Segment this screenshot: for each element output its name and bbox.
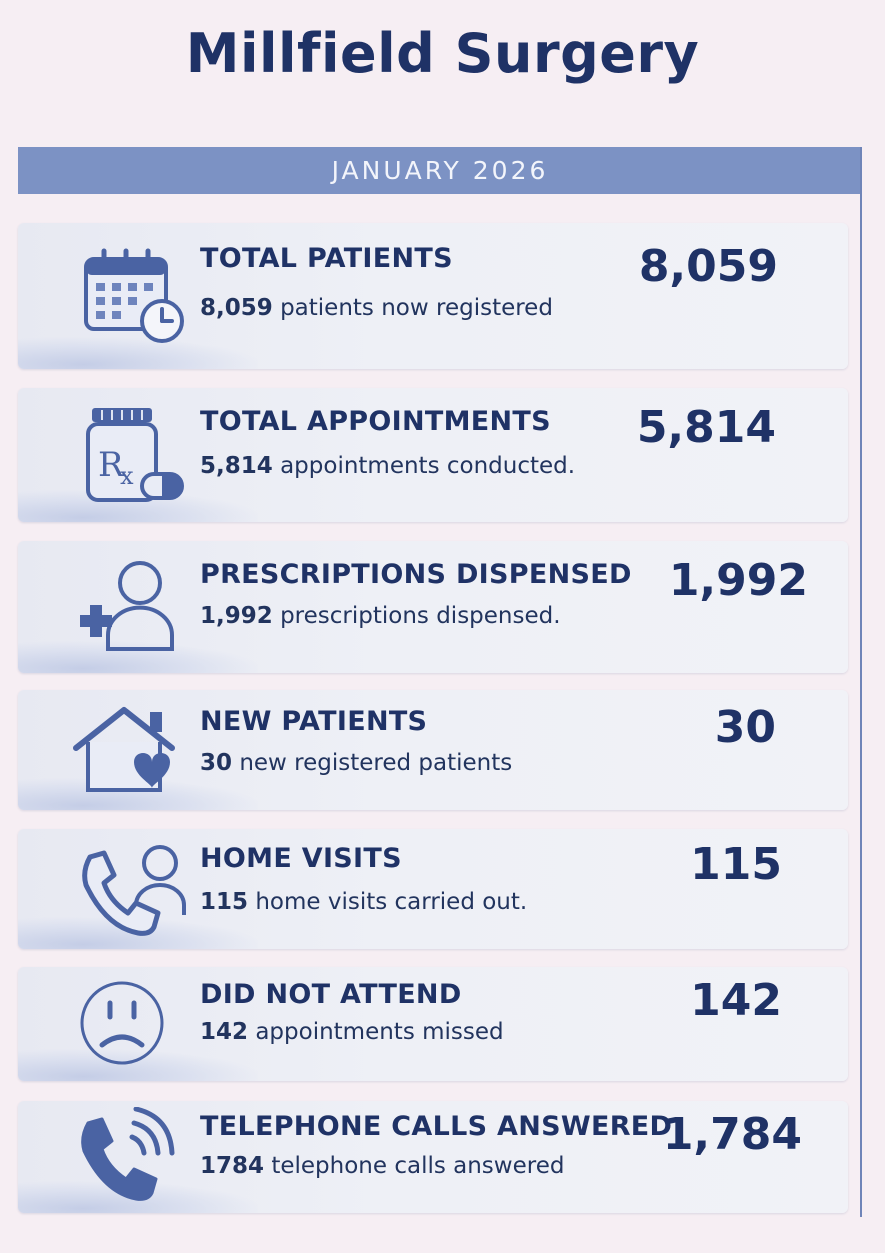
stat-description-value: 115 [200, 889, 249, 915]
home-heart-icon [68, 700, 188, 800]
phone-ringing-icon [68, 1106, 188, 1207]
stat-description-text: prescriptions dispensed. [272, 603, 561, 629]
stat-description: 8,059 patients now registered [200, 295, 553, 321]
stat-description-value: 5,814 [200, 453, 273, 479]
stat-value: 1,784 [662, 1109, 802, 1160]
stat-description: 5,814 appointments conducted. [200, 453, 575, 479]
stat-description: 115 home visits carried out. [200, 889, 527, 915]
patient-plus-icon [68, 555, 188, 655]
stat-label: HOME VISITS [200, 843, 402, 874]
stat-label: TOTAL APPOINTMENTS [200, 406, 551, 437]
stat-description: 1,992 prescriptions dispensed. [200, 603, 561, 629]
stat-label: TELEPHONE CALLS ANSWERED [200, 1111, 673, 1142]
stat-card-telephone-calls: TELEPHONE CALLS ANSWERED 1784 telephone … [18, 1101, 848, 1213]
stat-value: 142 [690, 975, 782, 1026]
stat-description-text: home visits carried out. [248, 889, 528, 915]
page-title: Millfield Surgery [185, 22, 700, 85]
stat-card-total-patients: TOTAL PATIENTS 8,059 patients now regist… [18, 223, 848, 369]
svg-text:x: x [120, 462, 134, 490]
stat-description-value: 1784 [200, 1153, 265, 1179]
stat-description-value: 8,059 [200, 295, 273, 321]
stat-value: 5,814 [636, 402, 776, 453]
stat-value: 30 [714, 702, 776, 753]
svg-text:R: R [98, 445, 125, 485]
stat-description-value: 142 [200, 1019, 249, 1045]
stat-value: 1,992 [668, 555, 808, 606]
phone-person-icon [68, 839, 188, 939]
stat-label: NEW PATIENTS [200, 706, 428, 737]
stat-description-text: patients now registered [272, 295, 553, 321]
month-banner: JANUARY 2026 [18, 147, 862, 194]
stat-card-did-not-attend: DID NOT ATTEND 142 appointments missed 1… [18, 967, 848, 1081]
stat-card-prescriptions-dispensed: PRESCRIPTIONS DISPENSED 1,992 prescripti… [18, 541, 848, 673]
stat-description-text: appointments missed [248, 1019, 504, 1045]
stat-description-value: 30 [200, 750, 233, 776]
stat-label: TOTAL PATIENTS [200, 243, 453, 274]
stat-description-value: 1,992 [200, 603, 273, 629]
stat-card-total-appointments: R x TOTAL APPOINTMENTS 5,814 appointment… [18, 388, 848, 522]
stat-value: 115 [690, 839, 782, 890]
prescription-bottle-icon: R x [68, 404, 188, 504]
stat-label: DID NOT ATTEND [200, 979, 462, 1010]
stat-card-new-patients: NEW PATIENTS 30 new registered patients … [18, 690, 848, 810]
stat-label: PRESCRIPTIONS DISPENSED [200, 559, 632, 590]
stat-description-text: telephone calls answered [264, 1153, 565, 1179]
stat-description: 30 new registered patients [200, 750, 512, 776]
stat-description: 142 appointments missed [200, 1019, 504, 1045]
sad-face-icon [68, 973, 188, 1073]
stat-description: 1784 telephone calls answered [200, 1153, 564, 1179]
calendar-clock-icon [68, 245, 188, 345]
stat-value: 8,059 [638, 241, 778, 292]
stat-card-home-visits: HOME VISITS 115 home visits carried out.… [18, 829, 848, 949]
stat-description-text: appointments conducted. [272, 453, 576, 479]
right-divider [860, 147, 862, 1217]
stat-description-text: new registered patients [232, 750, 513, 776]
